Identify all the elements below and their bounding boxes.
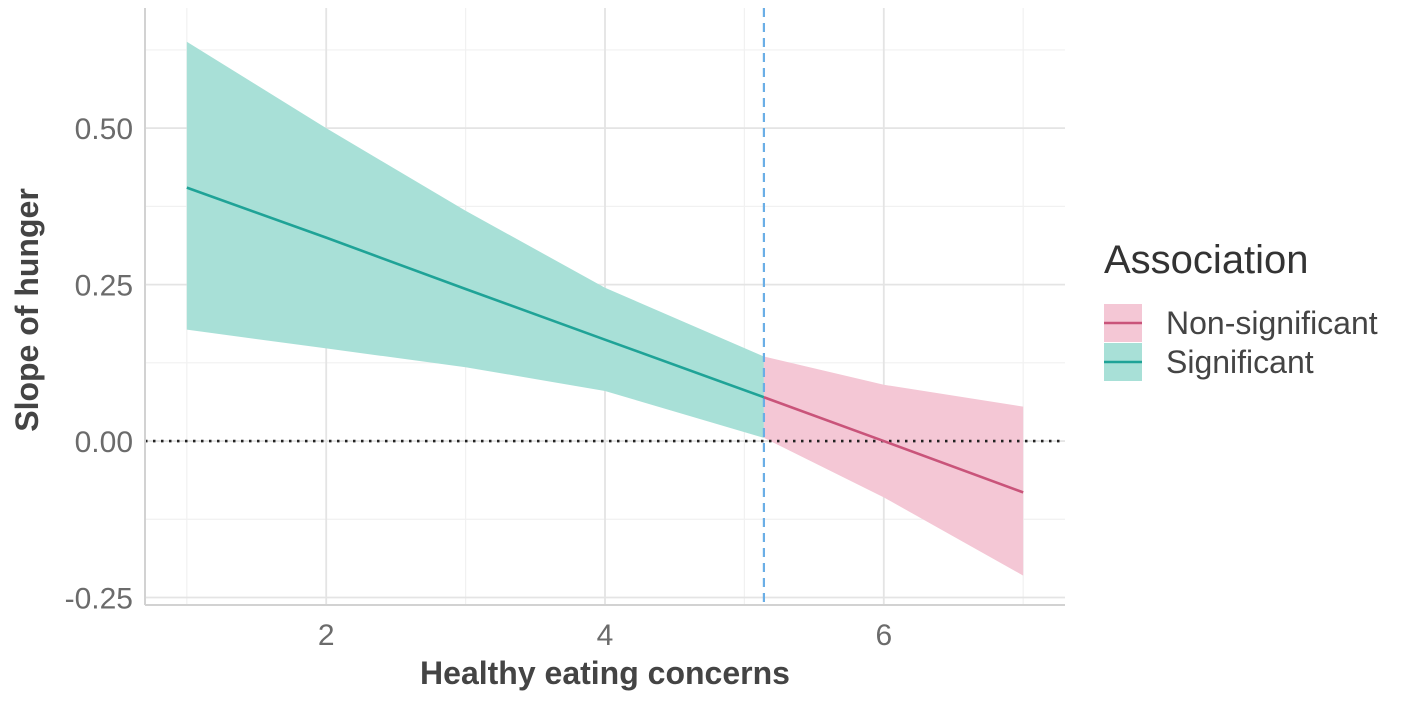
x-tick-label: 2 <box>318 619 335 652</box>
ci-band-non-significant <box>763 356 1024 576</box>
x-axis-title: Healthy eating concerns <box>420 655 790 691</box>
reference-lines <box>145 8 1065 605</box>
x-tick-label: 6 <box>875 619 892 652</box>
series-line-significant <box>186 186 765 399</box>
ci-band-significant <box>186 41 764 438</box>
tick-labels: 2 4 6 -0.25 0.00 0.25 0.50 <box>65 113 893 652</box>
y-tick-label: -0.25 <box>65 582 133 615</box>
legend-entry: Non-significant <box>1104 304 1378 342</box>
y-tick-label: 0.00 <box>75 426 133 459</box>
series-lines <box>186 186 1024 494</box>
x-tick-label: 4 <box>597 619 614 652</box>
y-axis-title: Slope of hunger <box>9 188 45 432</box>
legend-label: Significant <box>1166 344 1314 380</box>
legend-entry: Significant <box>1104 343 1314 381</box>
legend-label: Non-significant <box>1166 305 1378 341</box>
legend-title: Association <box>1104 238 1309 282</box>
axes <box>144 8 1065 606</box>
confidence-bands <box>186 41 1024 576</box>
y-tick-label: 0.50 <box>75 113 133 146</box>
y-tick-label: 0.25 <box>75 270 133 303</box>
series-line-non-significant <box>763 396 1024 494</box>
